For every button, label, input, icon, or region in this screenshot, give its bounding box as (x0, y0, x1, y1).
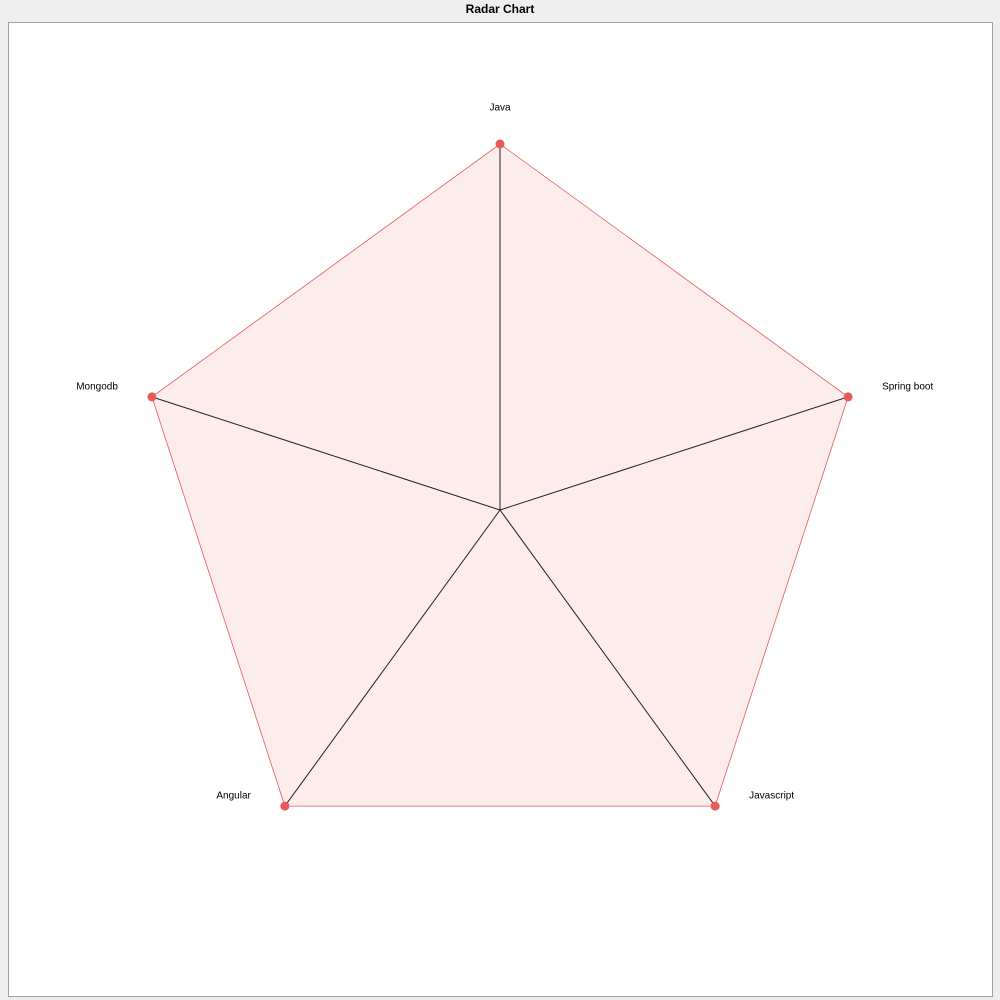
axis-line-spring-boot (499, 396, 849, 511)
axis-line-angular (284, 509, 501, 807)
data-point-java[interactable] (495, 139, 505, 149)
plot-area: Java Spring boot Javascript Angular Mongodb (8, 22, 993, 997)
axis-line-javascript (499, 509, 716, 807)
axis-line-mongodb (151, 396, 501, 511)
chart-title: Radar Chart (465, 2, 535, 16)
axis-label-java: Java (489, 103, 511, 114)
radar-chart: Java Spring boot Javascript Angular Mongodb (76, 103, 933, 811)
data-point-javascript[interactable] (710, 801, 720, 811)
axis-label-spring-boot: Spring boot (882, 382, 933, 393)
axis-label-javascript: Javascript (749, 791, 794, 802)
axis-label-angular: Angular (216, 791, 251, 802)
data-point-mongodb[interactable] (147, 392, 157, 402)
data-point-spring-boot[interactable] (843, 392, 853, 402)
axis-label-mongodb: Mongodb (76, 382, 118, 393)
data-point-angular[interactable] (280, 801, 290, 811)
